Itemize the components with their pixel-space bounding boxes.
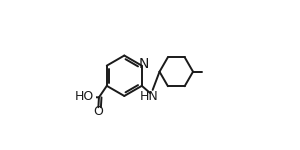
- Text: HO: HO: [75, 90, 94, 103]
- Text: HN: HN: [140, 90, 159, 103]
- Text: N: N: [139, 57, 149, 71]
- Text: O: O: [93, 105, 103, 118]
